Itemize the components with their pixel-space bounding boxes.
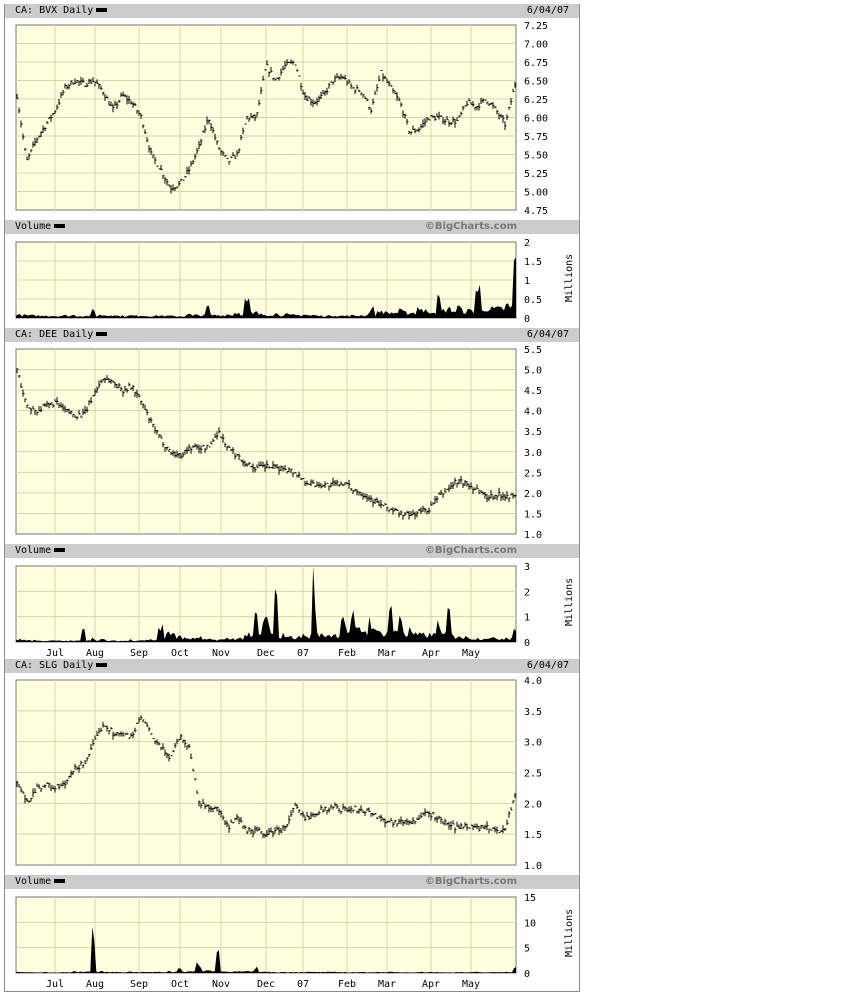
y-tick-label: 5.00 — [524, 188, 548, 199]
x-tick-label: 07 — [297, 648, 309, 659]
y-tick-label: 5.75 — [524, 132, 548, 143]
y-tick-label: 4.0 — [524, 676, 542, 687]
x-tick-label: Feb — [338, 979, 356, 990]
volume-unit-label: Millions — [564, 909, 575, 957]
dee-price-header: CA: DEE Daily 6/04/07 — [5, 328, 579, 342]
y-tick-label: 4.0 — [524, 407, 542, 418]
y-tick-label: 3.5 — [524, 707, 542, 718]
x-tick-label: Nov — [212, 648, 230, 659]
volume-unit-label: Millions — [564, 578, 575, 626]
slg-volume-header: Volume ©BigCharts.com — [5, 875, 579, 889]
y-tick-label: 6.00 — [524, 114, 548, 125]
y-tick-label: 3.0 — [524, 738, 542, 749]
y-tick-label: 2.5 — [524, 468, 542, 479]
x-tick-label: Aug — [86, 648, 104, 659]
slg-price-header: CA: SLG Daily 6/04/07 — [5, 659, 579, 673]
y-tick-label: 1.5 — [524, 830, 542, 841]
x-tick-label: Sep — [130, 648, 148, 659]
legend-line-icon — [54, 879, 66, 883]
x-tick-label: May — [462, 979, 480, 990]
x-tick-label: Nov — [212, 979, 230, 990]
x-tick-label: Apr — [422, 648, 440, 659]
y-tick-label: 3.0 — [524, 448, 542, 459]
legend-line-icon — [96, 332, 108, 336]
y-tick-label: 5.50 — [524, 151, 548, 162]
y-tick-label: 2.0 — [524, 489, 542, 500]
y-tick-label: 2.5 — [524, 769, 542, 780]
y-tick-label: 1.0 — [524, 861, 542, 872]
y-tick-label: 3 — [524, 562, 530, 573]
y-tick-label: 5.5 — [524, 345, 542, 356]
y-tick-label: 4.75 — [524, 206, 548, 217]
y-tick-label: 7.25 — [524, 21, 548, 32]
x-tick-label: May — [462, 648, 480, 659]
watermark: ©BigCharts.com — [424, 876, 517, 887]
legend-line-icon — [54, 548, 66, 552]
x-tick-label: Oct — [171, 648, 189, 659]
y-tick-label: 3.5 — [524, 427, 542, 438]
y-tick-label: 5.25 — [524, 169, 548, 180]
legend-line-icon — [54, 224, 66, 228]
x-tick-label: Mar — [378, 648, 396, 659]
x-tick-label: Feb — [338, 648, 356, 659]
x-tick-label: Aug — [86, 979, 104, 990]
volume-title: Volume — [15, 876, 52, 887]
x-tick-label: Jul — [46, 979, 64, 990]
y-tick-label: 0.5 — [524, 295, 542, 306]
volume-title: Volume — [15, 221, 52, 232]
y-tick-label: 0 — [524, 314, 530, 325]
chart-frame — [4, 4, 580, 992]
slg-title: CA: SLG Daily — [15, 660, 94, 671]
y-tick-label: 10 — [524, 918, 536, 929]
y-tick-label: 1 — [524, 613, 530, 624]
x-tick-label: Apr — [422, 979, 440, 990]
x-tick-label: Oct — [171, 979, 189, 990]
date-label: 6/04/07 — [526, 329, 569, 340]
bvx-title: CA: BVX Daily — [15, 5, 94, 16]
watermark: ©BigCharts.com — [424, 221, 517, 232]
y-tick-label: 1.5 — [524, 509, 542, 520]
y-tick-label: 6.75 — [524, 58, 548, 69]
date-label: 6/04/07 — [526, 660, 569, 671]
y-tick-label: 7.00 — [524, 40, 548, 51]
y-tick-label: 6.50 — [524, 77, 548, 88]
y-tick-label: 2.0 — [524, 799, 542, 810]
y-tick-label: 1.5 — [524, 257, 542, 268]
x-tick-label: Dec — [257, 648, 275, 659]
volume-area — [16, 566, 516, 642]
volume-unit-label: Millions — [564, 254, 575, 302]
y-tick-label: 1.0 — [524, 530, 542, 541]
bvx-volume-header: Volume ©BigCharts.com — [5, 220, 579, 234]
legend-line-icon — [96, 663, 108, 667]
x-tick-label: Mar — [378, 979, 396, 990]
x-tick-label: Sep — [130, 979, 148, 990]
legend-line-icon — [96, 8, 108, 12]
y-tick-label: 2 — [524, 238, 530, 249]
dee-volume-header: Volume ©BigCharts.com — [5, 544, 579, 558]
volume-title: Volume — [15, 545, 52, 556]
x-tick-label: Jul — [46, 648, 64, 659]
y-tick-label: 0 — [524, 969, 530, 980]
y-tick-label: 5.0 — [524, 366, 542, 377]
y-tick-label: 15 — [524, 893, 536, 904]
y-tick-label: 6.25 — [524, 95, 548, 106]
date-label: 6/04/07 — [526, 5, 569, 16]
x-tick-label: Dec — [257, 979, 275, 990]
y-tick-label: 4.5 — [524, 386, 542, 397]
x-tick-label: 07 — [297, 979, 309, 990]
bvx-price-header: CA: BVX Daily 6/04/07 — [5, 4, 579, 18]
y-tick-label: 2 — [524, 587, 530, 598]
dee-title: CA: DEE Daily — [15, 329, 94, 340]
y-tick-label: 5 — [524, 944, 530, 955]
y-tick-label: 0 — [524, 638, 530, 649]
watermark: ©BigCharts.com — [424, 545, 517, 556]
y-tick-label: 1 — [524, 276, 530, 287]
